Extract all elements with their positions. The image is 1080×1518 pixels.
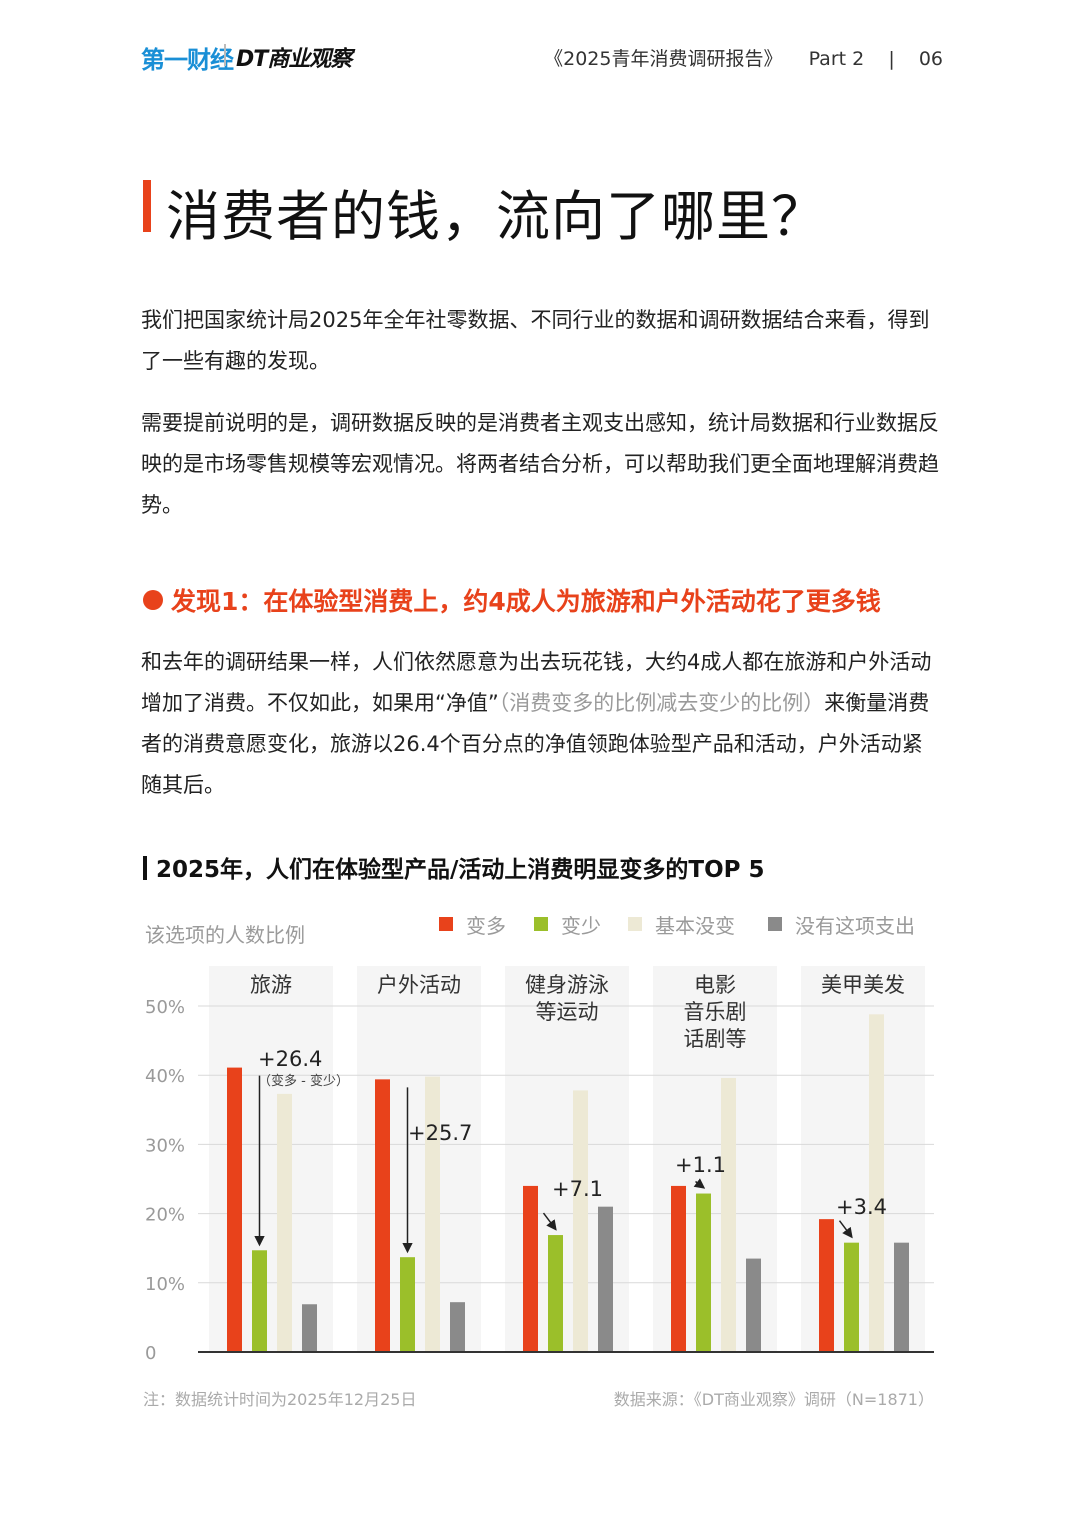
bar-0-3 xyxy=(671,1185,686,1352)
chart-title-accent xyxy=(143,856,147,880)
finding-bullet-icon xyxy=(143,590,163,610)
finding-heading: 发现1：在体验型消费上，约4成人为旅游和户外活动花了更多钱 xyxy=(171,587,881,616)
chart-source: 数据来源：《DT商业观察》调研（N=1871） xyxy=(613,1390,934,1409)
category-label-0: 旅游 xyxy=(250,973,292,997)
category-label-1: 户外活动 xyxy=(377,973,461,997)
net-value-label-2: +7.1 xyxy=(552,1177,603,1201)
net-value-label-3: +1.1 xyxy=(675,1153,726,1177)
legend-swatch-2 xyxy=(628,917,642,931)
net-value-arrow-4 xyxy=(838,1220,853,1239)
category-label-3: 音乐剧 xyxy=(684,1000,747,1024)
note-paragraph: 需要提前说明的是，调研数据反映的是消费者主观支出感知，统计局数据和行业数据反映的… xyxy=(141,411,939,517)
legend-label-3: 没有这项支出 xyxy=(795,914,915,938)
y-tick-label: 40% xyxy=(145,1066,185,1087)
legend-swatch-1 xyxy=(534,917,548,931)
report-name: 《2025青年消费调研报告》 xyxy=(544,48,783,70)
yicai-logo: 第一财经 xyxy=(141,46,234,74)
header-info: 《2025青年消费调研报告》 Part 2 | 06 xyxy=(544,44,943,71)
bar-0-0 xyxy=(227,1067,242,1352)
bar-2-1 xyxy=(425,1076,440,1352)
bar-2-4 xyxy=(869,1014,884,1352)
finding-text-net-definition: （消费变多的比例减去变少的比例） xyxy=(498,691,825,715)
bar-1-1 xyxy=(400,1257,415,1352)
bar-1-4 xyxy=(844,1242,859,1352)
net-value-label-1: +25.7 xyxy=(408,1121,472,1145)
bar-3-3 xyxy=(746,1258,761,1352)
category-label-2: 等运动 xyxy=(536,1000,599,1024)
finding-paragraph: 和去年的调研结果一样，人们依然愿意为出去玩花钱，大约4成人都在旅游和户外活动增加… xyxy=(141,642,941,806)
bar-0-1 xyxy=(375,1079,390,1352)
category-label-2: 健身游泳 xyxy=(525,973,609,997)
y-axis-label: 该选项的人数比例 xyxy=(145,923,305,947)
legend-swatch-3 xyxy=(768,917,782,931)
bar-3-2 xyxy=(598,1206,613,1352)
part-label: Part 2 xyxy=(808,48,865,70)
bar-1-2 xyxy=(548,1235,563,1352)
bar-2-0 xyxy=(277,1093,292,1352)
intro-paragraph: 我们把国家统计局2025年全年社零数据、不同行业的数据和调研数据结合来看，得到了… xyxy=(141,308,930,373)
bar-1-0 xyxy=(252,1250,267,1352)
bar-0-2 xyxy=(523,1185,538,1352)
bar-2-3 xyxy=(721,1077,736,1352)
bar-3-0 xyxy=(302,1304,317,1352)
dt-logo: DT商业观察 xyxy=(236,47,352,72)
bar-3-1 xyxy=(450,1302,465,1352)
y-tick-label: 0 xyxy=(145,1343,156,1364)
net-value-label-4: +3.4 xyxy=(836,1195,887,1219)
category-label-4: 美甲美发 xyxy=(821,973,905,997)
chart-title: 2025年，人们在体验型产品/活动上消费明显变多的TOP 5 xyxy=(156,857,765,883)
net-value-arrow-2 xyxy=(542,1212,557,1231)
chart-note: 注：数据统计时间为2025年12月25日 xyxy=(143,1390,417,1409)
bar-0-4 xyxy=(819,1219,834,1352)
legend-swatch-0 xyxy=(439,917,453,931)
net-value-label-0: +26.4 xyxy=(258,1047,322,1071)
y-tick-label: 10% xyxy=(145,1274,185,1295)
header-separator: | xyxy=(888,48,895,70)
page-number: 06 xyxy=(918,48,943,70)
page-title: 消费者的钱，流向了哪里？ xyxy=(166,185,826,248)
bar-3-4 xyxy=(894,1242,909,1352)
title-accent-bar xyxy=(143,180,151,232)
legend-label-2: 基本没变 xyxy=(655,914,735,938)
y-tick-label: 30% xyxy=(145,1135,185,1156)
finding-text-a: 和去年的调研结果一样，人们依然愿意为出去玩花钱，大约4成人都在旅游和户外活动增加… xyxy=(141,650,932,715)
logo-divider xyxy=(224,44,226,66)
bar-2-2 xyxy=(573,1090,588,1352)
legend-label-1: 变少 xyxy=(561,914,601,938)
net-value-arrow-3 xyxy=(693,1178,706,1189)
net-value-note: （变多 - 变少） xyxy=(258,1073,349,1089)
y-tick-label: 20% xyxy=(145,1205,185,1226)
bar-1-3 xyxy=(696,1193,711,1352)
bar-chart: 该选项的人数比例 变多 变少 基本没变 没有这项支出 0 10% 20% 30% 40% 50% 旅游… xyxy=(145,914,934,1364)
category-label-3: 电影 xyxy=(694,973,736,997)
category-label-3: 话剧等 xyxy=(684,1027,747,1051)
y-tick-label: 50% xyxy=(145,997,185,1018)
finding-text-c: 来衡量消费者的消费意愿变化，旅游以26.4个百分点的净值领跑体验型产品和活动，户… xyxy=(141,691,930,797)
legend-label-0: 变多 xyxy=(466,914,506,938)
